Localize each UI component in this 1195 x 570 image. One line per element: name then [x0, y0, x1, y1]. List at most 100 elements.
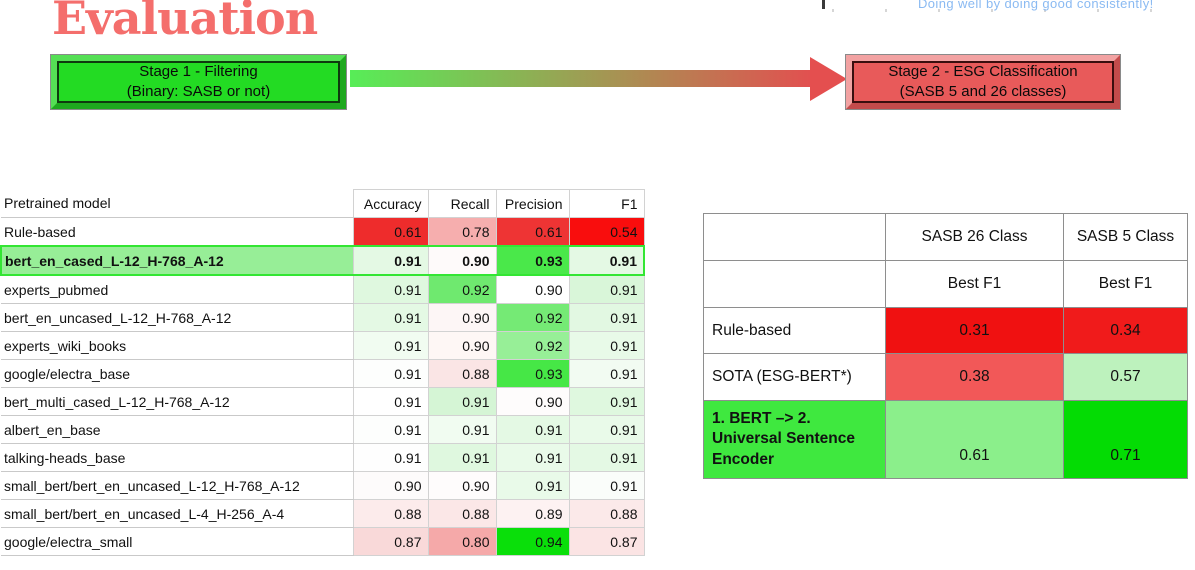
metric-value-cell: 0.90: [427, 245, 497, 276]
column-header: Recall: [427, 189, 497, 218]
metric-value-cell: 0.91: [352, 415, 429, 444]
metric-value-cell: 0.91: [352, 274, 429, 304]
tagline-text: Doing well by doing good consistently!: [918, 0, 1154, 11]
best-f1-header: [703, 260, 886, 308]
table-row: bert_en_uncased_L-12_H-768_A-12 0.91 0.90 0…: [1, 303, 645, 332]
metric-value-cell: 0.78: [427, 217, 497, 247]
column-header: F1: [568, 189, 645, 218]
esg-classification-table-body: SASB 26 Class SASB 5 Class Best F1 Best F1 R…: [703, 213, 1188, 479]
table-row: experts_wiki_books 0.91 0.90 0.92 0.91: [1, 331, 645, 360]
metric-value-cell: 0.90: [352, 471, 429, 500]
metric-value-cell: 0.91: [352, 331, 429, 360]
stage1-label-line2: (Binary: SASB or not): [126, 83, 271, 100]
approach-name-cell: 1. BERT –> 2. Universal Sentence Encoder: [703, 400, 886, 479]
metric-value-cell: 0.90: [495, 274, 570, 304]
metric-value-cell: 0.91: [352, 359, 429, 388]
metric-value-cell: 0.90: [427, 303, 497, 332]
table-row: Rule-based 0.61 0.78 0.61 0.54: [1, 217, 645, 247]
best-f1-value-cell: 0.61: [885, 400, 1064, 479]
metric-value-cell: 0.91: [568, 471, 645, 500]
stage-flow-arrowhead-icon: [810, 57, 847, 101]
table-row: 1. BERT –> 2. Universal Sentence Encoder…: [703, 400, 1188, 479]
page-title: Evaluation: [52, 0, 318, 45]
class-column-header: SASB 5 Class: [1063, 213, 1188, 261]
metric-value-cell: 0.91: [495, 415, 570, 444]
metric-value-cell: 0.91: [427, 415, 497, 444]
metric-value-cell: 0.91: [352, 303, 429, 332]
subheader-row: Best F1 Best F1: [703, 260, 1188, 308]
metric-value-cell: 0.88: [427, 359, 497, 388]
header-row: SASB 26 Class SASB 5 Class: [703, 213, 1188, 261]
table-row: small_bert/bert_en_uncased_L-12_H-768_A-…: [1, 471, 645, 500]
model-name-cell: google/electra_small: [1, 527, 353, 556]
metric-value-cell: 0.88: [568, 499, 645, 528]
stage-flow-arrow: [350, 70, 812, 87]
stage2-label-line1: Stage 2 - ESG Classification: [888, 63, 1078, 81]
model-name-cell: albert_en_base: [1, 415, 353, 444]
metric-value-cell: 0.91: [352, 443, 429, 472]
model-name-cell: small_bert/bert_en_uncased_L-12_H-768_A-…: [1, 471, 353, 500]
class-column-header: SASB 26 Class: [885, 213, 1064, 261]
metric-value-cell: 0.54: [568, 217, 645, 247]
table-row: talking-heads_base 0.91 0.91 0.91 0.91: [1, 443, 645, 472]
best-f1-value-cell: 0.31: [885, 307, 1064, 354]
stage1-bevel-frame: Stage 1 - Filtering (Binary: SASB or not…: [51, 55, 346, 109]
metric-value-cell: 0.91: [495, 471, 570, 500]
table-row: Rule-based 0.31 0.34: [703, 307, 1188, 354]
cursor-mark: [822, 0, 825, 9]
best-f1-value-cell: 0.57: [1063, 353, 1188, 401]
approach-name-cell: Rule-based: [703, 307, 886, 354]
model-name-cell: Rule-based: [1, 217, 353, 247]
best-f1-header: Best F1: [885, 260, 1064, 308]
metric-value-cell: 0.89: [495, 499, 570, 528]
table-row: SOTA (ESG-BERT*) 0.38 0.57: [703, 353, 1188, 401]
stage1-box: Stage 1 - Filtering (Binary: SASB or not…: [50, 54, 347, 110]
metric-value-cell: 0.91: [427, 443, 497, 472]
stage2-box: Stage 2 - ESG Classification (SASB 5 and…: [845, 54, 1121, 110]
stage1-label-line1: Stage 1 - Filtering: [139, 63, 258, 81]
metric-value-cell: 0.93: [495, 245, 570, 276]
metric-value-cell: 0.61: [352, 217, 429, 247]
metric-value-cell: 0.90: [427, 471, 497, 500]
metric-value-cell: 0.80: [427, 527, 497, 556]
best-f1-value-cell: 0.71: [1063, 400, 1188, 479]
model-name-cell: experts_pubmed: [1, 275, 353, 304]
metric-value-cell: 0.91: [568, 415, 645, 444]
model-name-cell: bert_en_uncased_L-12_H-768_A-12: [1, 303, 353, 332]
model-name-cell: talking-heads_base: [1, 443, 353, 472]
metric-value-cell: 0.88: [427, 499, 497, 528]
metric-value-cell: 0.87: [352, 527, 429, 556]
table-row: google/electra_base 0.91 0.88 0.93 0.91: [1, 359, 645, 388]
ruler-ticks: [832, 9, 1188, 12]
metric-value-cell: 0.87: [568, 527, 645, 556]
column-header: Pretrained model: [1, 189, 353, 218]
metric-value-cell: 0.92: [427, 274, 497, 304]
table-row: google/electra_small 0.87 0.80 0.94 0.87: [1, 527, 645, 556]
best-f1-value-cell: 0.34: [1063, 307, 1188, 354]
metric-value-cell: 0.91: [568, 387, 645, 416]
metric-value-cell: 0.93: [495, 359, 570, 388]
column-header: Precision: [495, 189, 570, 218]
model-name-cell: experts_wiki_books: [1, 331, 353, 360]
table-row: bert_multi_cased_L-12_H-768_A-12 0.91 0.91…: [1, 387, 645, 416]
table-row: small_bert/bert_en_uncased_L-4_H-256_A-4…: [1, 499, 645, 528]
metric-value-cell: 0.91: [495, 443, 570, 472]
pretrained-models-table-body: Pretrained model Accuracy Recall Precision F…: [0, 189, 645, 556]
metric-value-cell: 0.91: [352, 387, 429, 416]
metric-value-cell: 0.90: [427, 331, 497, 360]
esg-classification-table: SASB 26 Class SASB 5 Class Best F1 Best F1 R…: [703, 213, 1188, 479]
model-name-cell: google/electra_base: [1, 359, 353, 388]
best-f1-header: Best F1: [1063, 260, 1188, 308]
pretrained-models-table: Pretrained model Accuracy Recall Precision F…: [0, 189, 645, 556]
column-header: Accuracy: [352, 189, 429, 218]
class-column-header: [703, 213, 886, 261]
metric-value-cell: 0.91: [568, 331, 645, 360]
metric-value-cell: 0.91: [568, 303, 645, 332]
metric-value-cell: 0.91: [427, 387, 497, 416]
metric-value-cell: 0.88: [352, 499, 429, 528]
stage2-label-line2: (SASB 5 and 26 classes): [899, 83, 1067, 100]
metric-value-cell: 0.91: [352, 245, 429, 276]
model-name-cell: small_bert/bert_en_uncased_L-4_H-256_A-4: [1, 499, 353, 528]
metric-value-cell: 0.91: [568, 274, 645, 304]
